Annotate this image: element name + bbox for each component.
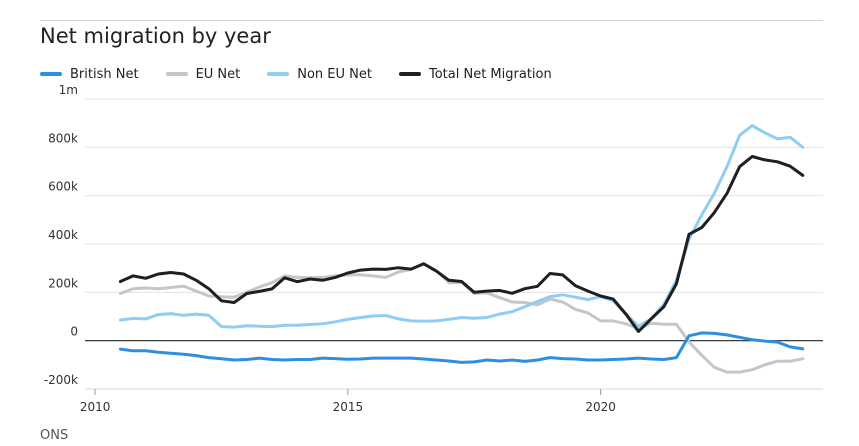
chart-title: Net migration by year — [40, 24, 271, 48]
series-lines — [118, 124, 805, 374]
legend-swatch-british-net — [40, 72, 62, 76]
y-tick-label: 800k — [48, 131, 78, 145]
y-tick-label: 0 — [70, 325, 78, 339]
x-tick-label: 2010 — [80, 400, 111, 414]
x-tick-label: 2020 — [585, 400, 616, 414]
legend-swatch-eu-net — [165, 72, 188, 76]
chart-legend: British Net EU Net Non EU Net Total Net … — [40, 66, 579, 82]
y-axis-tick-labels: 1m 800k 600k 400k 200k 0 -200k — [44, 83, 78, 387]
legend-swatch-non-eu-net — [267, 72, 290, 76]
source-note: ONS — [40, 428, 69, 443]
y-tick-label: -200k — [44, 373, 78, 387]
y-tick-label: 400k — [48, 228, 78, 242]
legend-label-non-eu-net: Non EU Net — [297, 66, 372, 82]
x-tick-label: 2015 — [333, 400, 364, 414]
y-tick-label: 600k — [48, 180, 78, 194]
legend-item-eu-net: EU Net — [165, 66, 241, 82]
legend-label-total-net-migration: Total Net Migration — [428, 66, 552, 82]
legend-label-british-net: British Net — [70, 66, 139, 82]
legend-item-total-net-migration: Total Net Migration — [398, 66, 552, 82]
series-line-british-net — [118, 331, 805, 364]
gridlines — [85, 98, 823, 390]
top-divider — [40, 20, 823, 21]
x-axis: 2010 2015 2020 — [80, 388, 823, 414]
legend-label-eu-net: EU Net — [195, 66, 241, 82]
legend-swatch-total-net-migration — [398, 72, 421, 76]
y-tick-label: 1m — [59, 83, 78, 97]
legend-item-non-eu-net: Non EU Net — [267, 67, 372, 82]
legend-item-british-net: British Net — [40, 67, 139, 82]
series-line-total-net-migration — [118, 155, 805, 333]
y-tick-label: 200k — [48, 276, 78, 290]
